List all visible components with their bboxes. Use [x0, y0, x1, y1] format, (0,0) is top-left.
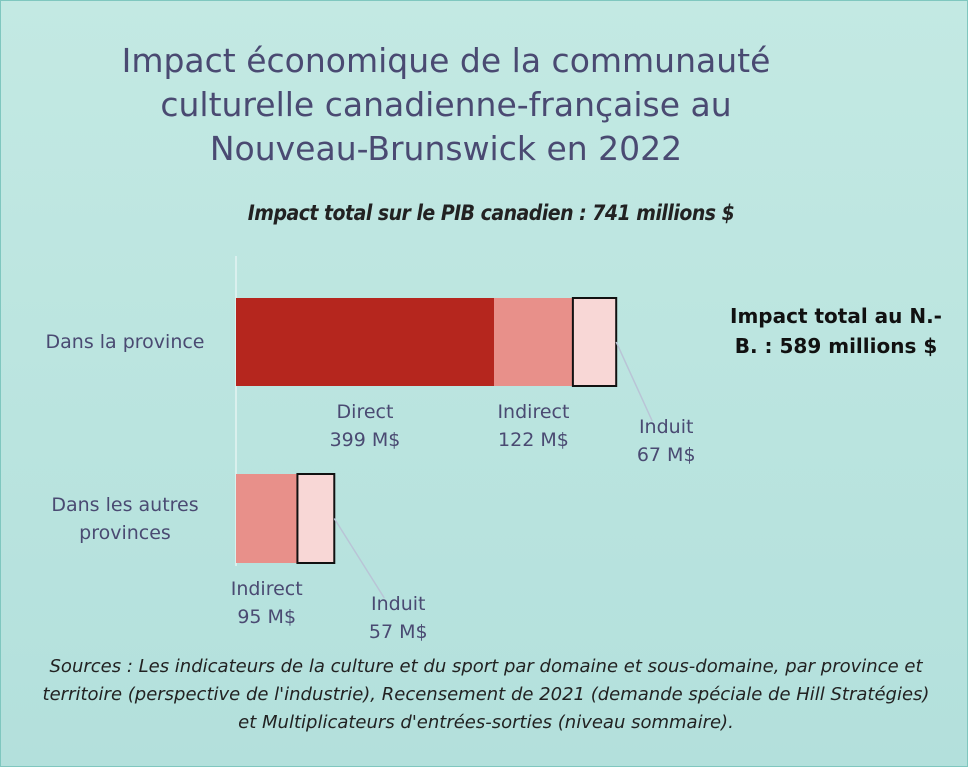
- chart-title: Impact économique de la communauté cultu…: [121, 41, 771, 168]
- annotation: Impact total au N.-B. : 589 millions $: [730, 304, 942, 358]
- value-label: 57 M$: [368, 621, 428, 643]
- bar-segment: [236, 298, 494, 386]
- category-label: Dans la province: [45, 331, 205, 353]
- bar-segment: [571, 297, 618, 387]
- segment-name: Indirect: [230, 578, 303, 600]
- bar-segment: [296, 473, 336, 564]
- value-label: 399 M$: [329, 429, 401, 451]
- value-label: 67 M$: [636, 444, 696, 466]
- bar-segment: [494, 298, 573, 386]
- leader-line: [333, 518, 385, 599]
- segment-name: Induit: [371, 593, 426, 615]
- value-label: 122 M$: [498, 429, 569, 451]
- chart-subtitle: Impact total sur le PIB canadien : 741 m…: [247, 201, 735, 225]
- source-note: Sources : Les indicateurs de la culture …: [42, 656, 930, 733]
- segment-name: Induit: [638, 416, 694, 438]
- bar-segment: [236, 474, 298, 563]
- leader-line: [615, 341, 653, 422]
- segment-name: Direct: [336, 401, 394, 423]
- value-label: 95 M$: [237, 606, 297, 628]
- segment-name: Indirect: [497, 401, 570, 423]
- category-label: Dans les autres provinces: [51, 493, 199, 544]
